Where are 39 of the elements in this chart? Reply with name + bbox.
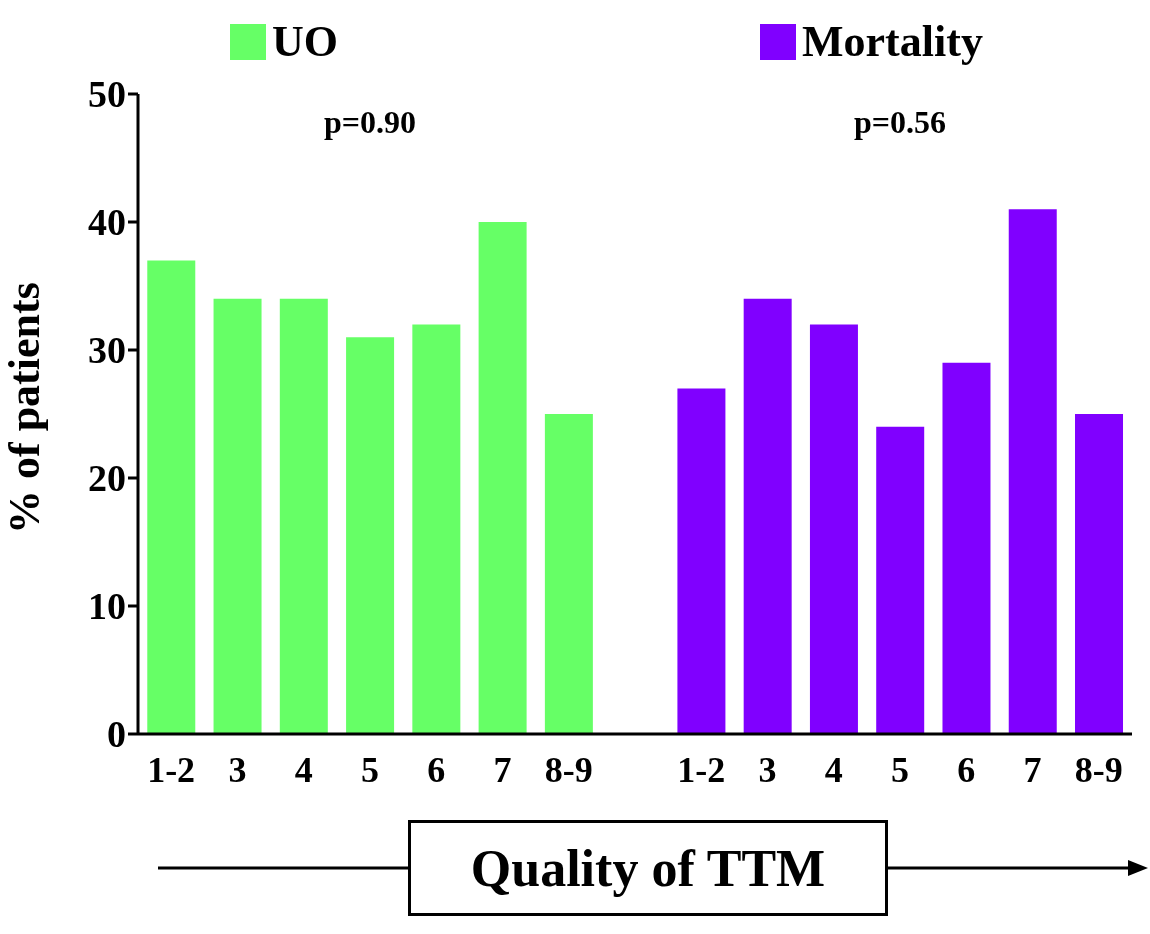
x-tick-label: 5 — [360, 749, 379, 790]
x-axis-title: Quality of TTM — [408, 820, 888, 916]
bar — [942, 362, 991, 734]
x-tick-label: 5 — [891, 749, 910, 790]
y-tick-label: 10 — [88, 585, 126, 628]
bar — [876, 426, 925, 734]
y-tick-label: 40 — [88, 201, 126, 244]
bar — [544, 414, 593, 734]
bar — [346, 337, 395, 734]
x-tick-label: 4 — [824, 749, 843, 790]
legend-label: UO — [271, 16, 338, 67]
bar — [809, 324, 858, 734]
bar — [677, 388, 726, 734]
bar — [147, 260, 196, 734]
bar — [478, 222, 527, 734]
bar — [213, 298, 262, 734]
y-tick-label: 0 — [107, 713, 126, 756]
x-tick-label: 6 — [427, 749, 446, 790]
x-tick-label: 7 — [493, 749, 512, 790]
y-tick-label: 30 — [88, 329, 126, 372]
annotation: p=0.90 — [322, 104, 417, 141]
x-tick-label: 8-9 — [544, 749, 593, 790]
x-tick-label: 3 — [758, 749, 777, 790]
x-tick-label: 1-2 — [147, 749, 196, 790]
x-tick-label: 4 — [294, 749, 313, 790]
x-tick-label: 7 — [1023, 749, 1042, 790]
legend-label: Mortality — [802, 16, 983, 67]
annotation: p=0.56 — [853, 104, 948, 141]
bar — [1008, 209, 1057, 734]
y-tick-label: 20 — [88, 457, 126, 500]
bar — [743, 298, 792, 734]
bar — [1075, 414, 1124, 734]
x-tick-label: 3 — [228, 749, 247, 790]
y-tick-label: 50 — [88, 73, 126, 116]
bar — [279, 298, 328, 734]
x-tick-label: 1-2 — [677, 749, 726, 790]
x-tick-label: 6 — [957, 749, 976, 790]
x-tick-label: 8-9 — [1074, 749, 1123, 790]
bar — [412, 324, 461, 734]
